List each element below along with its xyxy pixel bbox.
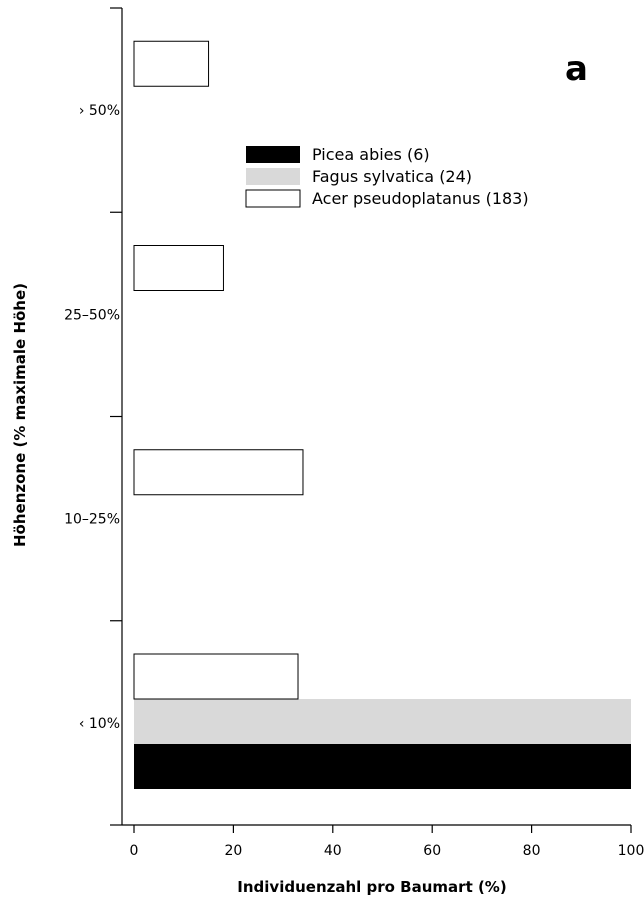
bar-fagus-0 <box>134 699 631 744</box>
y-tick-label: 10–25% <box>64 512 120 528</box>
x-tick-label: 60 <box>423 843 441 859</box>
legend: Picea abies (6) Fagus sylvatica (24) Acer … <box>245 145 529 208</box>
axes-group: 0 20 40 60 80 100 ‹ 10% 10–25% 25–50% › 50% <box>64 7 644 859</box>
bar-acer-0 <box>133 653 299 700</box>
x-tick-label: 100 <box>618 843 644 859</box>
y-axis-title: Höhenzone (% maximale Höhe) <box>11 283 29 547</box>
x-tick-label: 20 <box>224 843 242 859</box>
legend-swatch <box>246 168 300 185</box>
legend-label: Fagus sylvatica (24) <box>312 167 472 186</box>
bar-acer-3 <box>133 40 210 87</box>
legend-label: Picea abies (6) <box>312 145 430 164</box>
bar-acer-1 <box>133 449 304 496</box>
x-tick-label: 40 <box>324 843 342 859</box>
legend-swatch <box>245 189 301 208</box>
bar-acer-2 <box>133 245 224 291</box>
bar-picea-0 <box>134 744 631 789</box>
y-tick-label: 25–50% <box>64 307 120 323</box>
bars-group <box>133 40 631 789</box>
legend-swatch <box>246 146 300 163</box>
x-axis-title: Individuenzahl pro Baumart (%) <box>237 878 506 896</box>
panel-label: a <box>565 49 588 89</box>
y-tick-label: › 50% <box>79 103 120 119</box>
y-tick-label: ‹ 10% <box>79 716 120 732</box>
legend-label: Acer pseudoplatanus (183) <box>312 189 529 208</box>
x-tick-label: 80 <box>523 843 541 859</box>
x-tick-label: 0 <box>130 843 139 859</box>
